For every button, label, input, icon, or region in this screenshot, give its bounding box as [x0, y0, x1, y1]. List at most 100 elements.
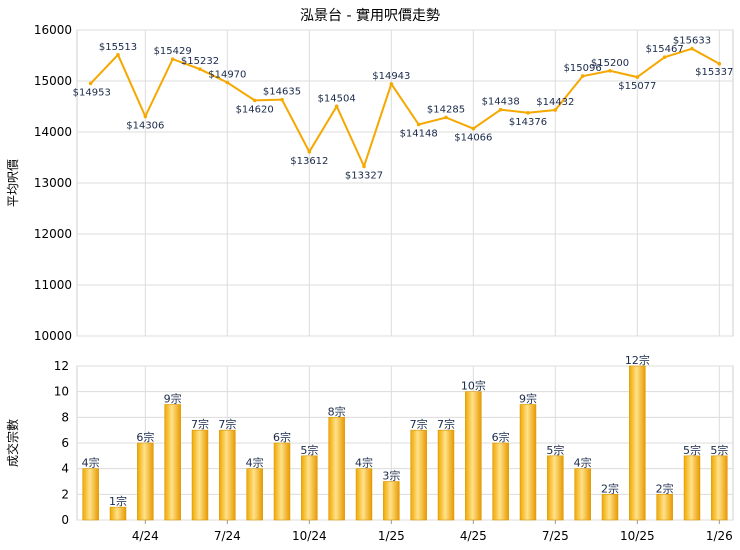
x-tick-label: 1/25 — [378, 529, 405, 543]
volume-bar — [82, 468, 99, 521]
price-data-label: $13612 — [290, 156, 328, 167]
price-point — [307, 149, 312, 154]
volume-bar — [437, 429, 455, 521]
volume-data-label: 4宗 — [355, 456, 373, 470]
price-data-label: $15429 — [154, 46, 192, 57]
volume-data-label: 6宗 — [492, 430, 510, 444]
volume-bar — [301, 455, 318, 521]
price-point — [580, 74, 585, 78]
volume-data-label: 7宗 — [191, 417, 209, 431]
price-point — [116, 53, 120, 57]
price-point — [608, 69, 612, 73]
price-point — [198, 67, 202, 71]
volume-panel: 0 2 4 6 8 10 12 4/24 7/24 10/24 1/25 4/25 7/25 10/25 1… — [5, 353, 734, 543]
volume-data-label: 9宗 — [519, 392, 537, 406]
volume-bar — [683, 455, 701, 521]
price-data-label: $14285 — [427, 104, 465, 115]
volume-bar — [355, 468, 373, 521]
volume-bar — [547, 455, 564, 521]
price-data-label: $15096 — [564, 63, 602, 74]
volume-bar — [109, 506, 127, 521]
volume-bar — [191, 429, 209, 521]
price-point — [280, 97, 284, 102]
price-data-label: $14432 — [536, 97, 574, 108]
volume-data-label: 4宗 — [246, 456, 264, 470]
x-tick-label: 4/24 — [132, 529, 159, 543]
volume-bar — [383, 481, 400, 521]
volume-bar — [492, 442, 509, 521]
price-y-tick-label: 14000 — [34, 125, 72, 139]
volume-bar — [465, 391, 482, 521]
volume-bar — [164, 404, 181, 521]
price-point — [170, 57, 175, 61]
volume-y-tick-label: 4 — [61, 462, 69, 476]
x-tick-label: 1/26 — [706, 529, 733, 543]
price-data-label: $14438 — [482, 97, 520, 108]
volume-bar — [410, 429, 427, 521]
price-point — [635, 75, 640, 79]
volume-data-label: 4宗 — [82, 456, 100, 470]
price-data-label: $15232 — [181, 56, 219, 67]
price-point — [690, 46, 694, 51]
price-data-label: $14376 — [509, 117, 547, 128]
volume-data-label: 6宗 — [273, 430, 291, 444]
price-point — [143, 114, 148, 119]
volume-y-tick-label: 12 — [54, 359, 69, 373]
volume-data-label: 5宗 — [300, 443, 318, 457]
price-point — [416, 122, 421, 127]
price-data-label: $15337 — [695, 67, 733, 78]
price-y-tick-label: 11000 — [34, 278, 72, 292]
volume-data-label: 7宗 — [218, 417, 236, 431]
volume-bar — [711, 455, 728, 521]
volume-bar — [219, 429, 236, 521]
volume-data-label: 7宗 — [410, 417, 428, 431]
x-tick-label: 10/25 — [620, 529, 655, 543]
volume-data-label: 2宗 — [656, 481, 674, 495]
price-data-label: $14970 — [208, 70, 246, 81]
price-data-label: $14148 — [400, 128, 438, 139]
price-data-label: $15077 — [618, 81, 656, 92]
volume-data-label: 5宗 — [683, 443, 701, 457]
volume-bar — [519, 404, 537, 521]
price-point — [526, 111, 530, 115]
volume-y-tick-label: 10 — [54, 385, 69, 399]
volume-bar — [273, 442, 291, 521]
price-data-label: $14306 — [126, 120, 164, 131]
volume-y-tick-label: 2 — [61, 487, 69, 501]
price-point — [717, 62, 722, 66]
volume-y-tick-label: 0 — [61, 513, 69, 527]
volume-data-label: 5宗 — [710, 443, 728, 457]
volume-data-label: 3宗 — [382, 469, 400, 483]
price-data-label: $14943 — [372, 71, 410, 82]
volume-data-label: 12宗 — [625, 353, 650, 367]
x-tick-label: 7/25 — [542, 529, 569, 543]
volume-bar — [137, 442, 154, 521]
volume-bar — [601, 494, 619, 521]
price-data-label: $14620 — [236, 104, 274, 115]
price-series-line — [89, 47, 720, 170]
price-point — [498, 107, 503, 112]
price-point — [334, 104, 339, 109]
volume-data-label: 9宗 — [164, 392, 182, 406]
price-data-label: $14066 — [454, 133, 492, 144]
price-point — [553, 108, 558, 112]
price-data-label: $15467 — [646, 44, 684, 55]
price-y-tick-label: 13000 — [34, 176, 72, 190]
x-tick-label: 4/25 — [460, 529, 487, 543]
price-data-label: $14953 — [73, 87, 111, 98]
price-y-tick-label: 12000 — [34, 227, 72, 241]
volume-data-label: 6宗 — [136, 430, 154, 444]
volume-y-axis-label: 成交宗數 — [5, 419, 20, 467]
chart-title: 泓景台 - 實用呎價走勢 — [300, 7, 440, 24]
x-tick-label: 7/24 — [214, 529, 241, 543]
price-point — [252, 98, 257, 103]
price-point — [88, 81, 93, 86]
price-y-axis-label: 平均呎價 — [6, 159, 20, 207]
volume-bar — [246, 468, 263, 521]
volume-bar — [328, 417, 345, 521]
price-panel: 10000 11000 12000 13000 14000 15000 16000 平均呎價 $… — [6, 23, 734, 343]
price-y-tick-label: 16000 — [34, 23, 72, 37]
price-point — [389, 82, 394, 86]
price-point — [444, 115, 448, 120]
